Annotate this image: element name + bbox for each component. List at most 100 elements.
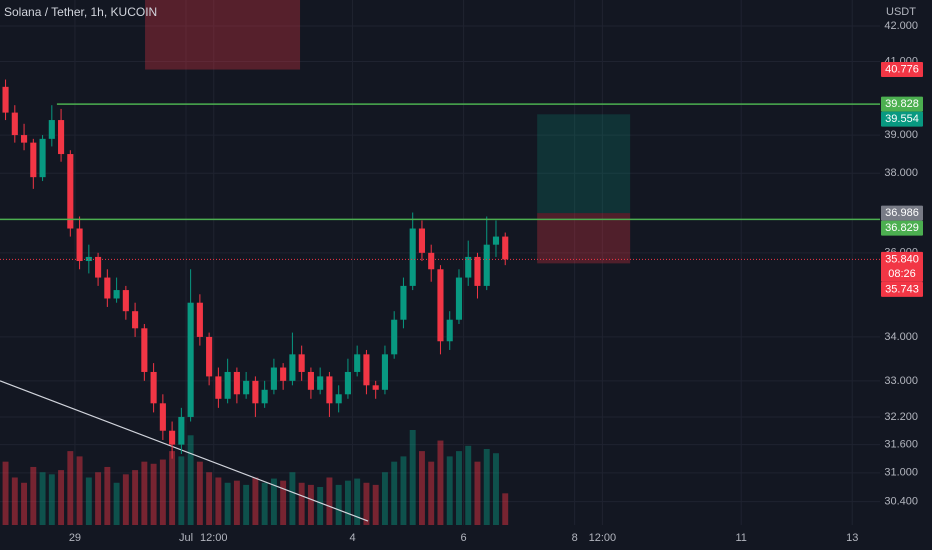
volume-bar [67,451,74,525]
volume-bar [76,456,83,525]
price-label: 40.776 [885,63,919,75]
candle-body [437,269,444,342]
candle-body [409,228,416,286]
x-tick-label: 4 [349,532,355,544]
candle-body [252,380,259,404]
volume-bar [187,435,194,525]
price-label: 35.840 [885,253,919,265]
candle-body [344,371,351,395]
candle-body [335,394,342,404]
volume-bar [391,461,398,525]
volume-bar [122,474,129,525]
x-tick-label: 29 [69,532,81,544]
x-tick-label: 12:00 [200,532,228,544]
position-target [537,114,631,214]
candle-body [465,256,472,278]
candle-body [418,228,426,253]
candle-body [298,354,305,372]
candle-body [104,277,111,299]
candle-body [483,244,490,286]
volume-bar [307,484,314,525]
volume-bar [132,470,139,525]
candle-body [141,328,148,372]
volume-bar [85,477,92,525]
y-tick-label: 30.400 [884,495,918,507]
candle-body [354,354,361,372]
candle-body [11,112,18,136]
axis-unit: USDT [886,6,916,18]
candle-body [446,319,453,342]
price-label-bg [881,96,923,112]
volume-bar [233,480,240,525]
candle-body [372,385,379,390]
volume-bar [437,440,444,525]
volume-bar [409,430,416,525]
price-label: 36.829 [885,222,919,234]
x-tick-label: Jul [179,532,193,544]
candle-body [85,256,92,262]
volume-bar [261,482,268,525]
candle-body [363,354,370,386]
plot-area [0,0,880,525]
y-tick-label: 31.000 [884,467,918,479]
candle-body [39,138,46,178]
y-tick-label: 38.000 [884,167,918,179]
volume-bar [381,472,388,525]
volume-bar [418,451,425,525]
candle-body [289,354,296,381]
volume-bar [150,463,157,525]
x-tick-label: 13 [846,532,858,544]
candle-body [76,228,83,262]
candle-body [132,311,139,329]
candle-body [280,367,287,381]
volume-bar [2,461,9,525]
x-tick-label: 8 [572,532,578,544]
y-tick-label: 32.200 [884,411,918,423]
volume-bar [58,470,65,525]
candle-body [261,389,268,404]
candle-body [391,319,398,355]
price-label: 35.743 [885,283,919,295]
position-stop [537,213,631,264]
volume-bar [317,487,324,525]
volume-bar [159,459,166,525]
volume-bar [95,472,102,525]
candle-body [400,285,407,320]
candle-body [307,371,314,390]
price-countdown: 08:26 [888,268,916,280]
candle-body [492,236,500,245]
volume-bar [39,472,46,525]
candle-body [243,380,250,395]
candle-body [122,290,129,312]
price-label: 39.554 [885,113,919,125]
x-tick-label: 12:00 [589,532,617,544]
candle-body [326,376,333,404]
volume-bar [206,472,213,525]
price-label-bg [881,62,923,78]
volume-bar [21,482,28,525]
candle-body [381,354,388,390]
price-label: 39.828 [885,98,919,110]
price-label-bg [881,220,923,236]
volume-bar [196,461,203,525]
volume-bar [493,453,499,525]
candle-body [21,135,28,143]
volume-bar [11,477,18,525]
volume-bar [326,477,333,525]
candle-body [2,86,9,113]
x-tick-label: 11 [735,532,746,544]
volume-bar [344,480,351,525]
y-tick-label: 34.000 [884,331,918,343]
volume-bar [363,482,370,525]
chart-title: Solana / Tether, 1h, KUCOIN [4,5,157,19]
volume-bar [178,456,185,525]
volume-bar [243,484,250,525]
y-tick-label: 33.000 [884,375,918,387]
candle-body [30,142,37,178]
volume-bar [48,474,55,525]
price-label-bg [881,205,923,221]
y-tick-label: 39.000 [884,129,918,141]
price-label: 36.986 [885,207,919,219]
volume-bar [30,466,37,525]
